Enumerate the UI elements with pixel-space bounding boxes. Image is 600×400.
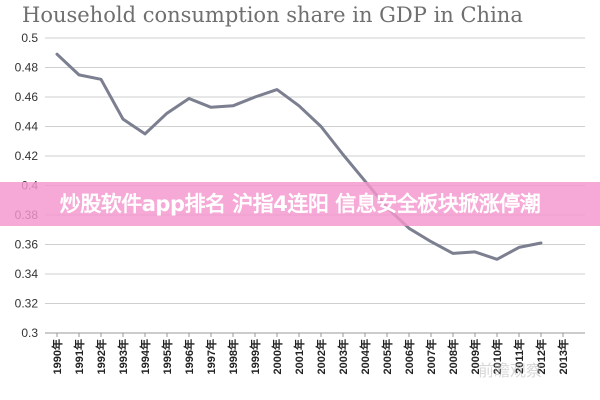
y-tick-label: 0.46: [15, 90, 39, 104]
axes: [45, 332, 585, 337]
x-tick-label: 1992年: [94, 339, 108, 374]
x-tick-label: 2001年: [292, 339, 306, 374]
x-tick-label: 2008年: [446, 339, 460, 374]
x-tick-label: 2003年: [336, 339, 350, 374]
x-tick-label: 2007年: [424, 339, 438, 374]
x-tick-label: 2012年: [534, 339, 548, 374]
y-tick-label: 0.48: [15, 61, 39, 75]
x-tick-label: 2011年: [512, 339, 526, 374]
watermark: 前瞻观察: [478, 361, 543, 380]
x-tick-label: 2009年: [468, 339, 482, 374]
series-lines: [55, 52, 543, 261]
x-tick-label: 1995年: [160, 339, 174, 374]
y-tick-label: 0.5: [21, 31, 38, 45]
x-tick-label: 1990年: [50, 339, 64, 374]
x-tick-labels: 1990年 1991年 1992年 1993年 1994年 1995年 1996年 1997年…: [50, 339, 570, 374]
x-tick-label: 2004年: [358, 339, 372, 374]
y-tick-label: 0.32: [15, 297, 39, 311]
x-tick-label: 1998年: [226, 339, 240, 374]
x-tick-label: 1994年: [138, 339, 152, 374]
x-tick-label: 1991年: [72, 339, 86, 374]
y-tick-label: 0.42: [15, 149, 39, 163]
series-line-0: [55, 52, 543, 261]
chart-title: Household consumption share in GDP in Ch…: [22, 3, 523, 27]
x-tick-label: 1996年: [182, 339, 196, 374]
x-tick-label: 2002年: [314, 339, 328, 374]
x-tick-label: 2010年: [490, 339, 504, 374]
y-tick-label: 0.44: [15, 120, 39, 134]
y-tick-label: 0.36: [15, 238, 39, 252]
y-tick-label: 0.3: [21, 326, 38, 340]
banner-text: 炒股软件app排名 沪指4连阳 信息安全板块掀涨停潮: [59, 192, 541, 216]
x-tick-label: 2005年: [380, 339, 394, 374]
x-tick-label: 1993年: [116, 339, 130, 374]
y-tick-label: 0.34: [15, 267, 39, 281]
overlay-banner: 炒股软件app排名 沪指4连阳 信息安全板块掀涨停潮: [0, 182, 600, 226]
x-tick-label: 2000年: [270, 339, 284, 374]
x-tick-label: 2006年: [402, 339, 416, 374]
x-tick-label: 1997年: [204, 339, 218, 374]
x-tick-label: 1999年: [248, 339, 262, 374]
x-tick-label: 2013年: [556, 339, 570, 374]
